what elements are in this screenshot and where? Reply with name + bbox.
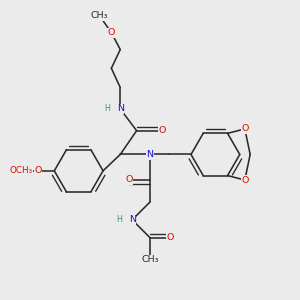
Text: CH₃: CH₃ [91, 11, 108, 20]
Text: H: H [104, 104, 110, 113]
Text: O: O [108, 28, 115, 37]
Text: O: O [125, 175, 133, 184]
Text: H: H [116, 215, 122, 224]
Text: N: N [117, 104, 124, 113]
Text: O: O [34, 166, 42, 175]
Text: O: O [241, 124, 248, 134]
Text: N: N [129, 215, 136, 224]
Text: O: O [167, 233, 174, 242]
Text: O: O [158, 126, 166, 135]
Text: CH₃: CH₃ [141, 256, 159, 265]
Text: O: O [241, 176, 248, 184]
Text: OCH₃: OCH₃ [9, 166, 32, 175]
Text: N: N [146, 150, 154, 159]
